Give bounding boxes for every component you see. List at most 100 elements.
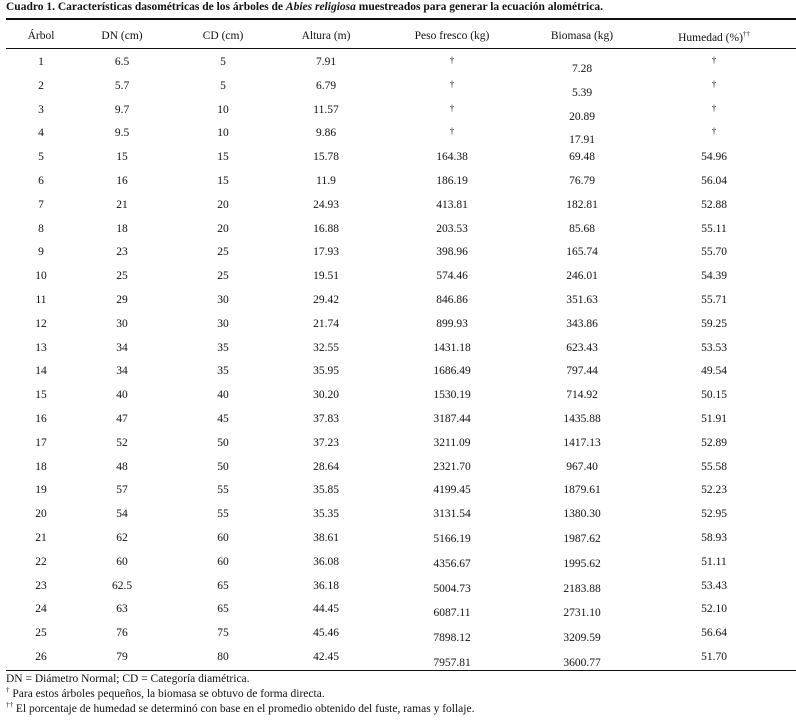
cell-arbol: 17 <box>35 436 47 449</box>
cell-humedad: 53.53 <box>701 341 727 354</box>
cell-biomasa: 1417.13 <box>563 436 601 449</box>
cell-cd: 20 <box>217 198 229 211</box>
cell-cd: 15 <box>217 175 229 187</box>
cell-cd: 30 <box>217 294 229 306</box>
cell-biomasa: 3209.59 <box>563 632 601 645</box>
footnote-1: † Para estos árboles pequeños, la biomas… <box>6 686 325 700</box>
cell-biomasa: 7.28 <box>571 63 593 75</box>
cell-biomasa: 1380.30 <box>563 508 601 521</box>
cell-arbol: 20 <box>35 508 47 521</box>
cell-humedad: 58.93 <box>701 532 727 544</box>
cell-peso-fresco: 203.53 <box>436 222 468 235</box>
cell-dn: 63 <box>116 603 128 616</box>
cell-altura: 35.95 <box>313 365 339 378</box>
column-header-dn: DN (cm) <box>101 30 143 42</box>
cell-peso-fresco: 4356.67 <box>433 557 471 570</box>
cell-cd: 15 <box>217 151 229 164</box>
cell-altura: 17.93 <box>313 246 339 259</box>
cell-dn: 79 <box>116 651 128 663</box>
cell-dn: 62 <box>116 532 128 544</box>
cell-arbol: 13 <box>35 341 47 354</box>
cell-peso-fresco: 5166.19 <box>433 533 471 545</box>
cell-altura: 9.86 <box>315 127 337 140</box>
cell-peso-fresco: 574.46 <box>436 270 468 283</box>
header-rule <box>6 48 796 49</box>
cell-peso-fresco: † <box>449 55 455 65</box>
cell-biomasa: 165.74 <box>566 246 598 259</box>
cell-arbol: 10 <box>35 270 47 283</box>
column-header-cd: CD (cm) <box>202 30 244 42</box>
cell-humedad: 55.58 <box>701 460 727 473</box>
cell-arbol: 9 <box>38 246 44 259</box>
cell-peso-fresco: 3211.09 <box>433 436 471 449</box>
cell-arbol: 3 <box>38 103 44 116</box>
cell-peso-fresco: 413.81 <box>436 198 468 211</box>
cell-biomasa: 2183.88 <box>563 582 601 595</box>
cell-cd: 25 <box>217 246 229 259</box>
cell-altura: 35.85 <box>313 484 339 497</box>
cell-peso-fresco: 5004.73 <box>433 582 471 595</box>
cell-peso-fresco: 846.86 <box>436 294 468 306</box>
cell-humedad: 52.95 <box>701 508 727 521</box>
cell-arbol: 7 <box>38 198 44 211</box>
cell-humedad: † <box>711 102 717 113</box>
cell-altura: 21.74 <box>313 317 339 330</box>
cell-dn: 15 <box>116 151 128 164</box>
cell-altura: 11.57 <box>313 103 339 116</box>
cell-peso-fresco: † <box>449 78 455 89</box>
cell-biomasa: 20.89 <box>569 110 595 123</box>
cell-biomasa: 17.91 <box>569 134 595 147</box>
cell-humedad: 55.71 <box>701 294 727 306</box>
cell-altura: 24.93 <box>313 198 339 211</box>
cell-biomasa: 76.79 <box>569 175 595 187</box>
footnote-2: †† El porcentaje de humedad se determinó… <box>6 701 475 715</box>
cell-dn: 34 <box>116 365 128 378</box>
cell-humedad: 56.64 <box>701 627 727 640</box>
cell-dn: 21 <box>116 198 128 211</box>
column-header-humedad: Humedad (%)†† <box>678 30 750 44</box>
cell-dn: 57 <box>116 484 128 497</box>
cell-arbol: 11 <box>35 294 47 306</box>
cell-peso-fresco: 1431.18 <box>433 341 471 354</box>
cell-peso-fresco: 7957.81 <box>433 657 471 669</box>
cell-arbol: 25 <box>35 627 47 640</box>
cell-arbol: 15 <box>35 389 47 402</box>
cell-cd: 60 <box>217 532 229 544</box>
top-rule <box>6 18 796 20</box>
cell-cd: 10 <box>217 103 229 116</box>
cell-peso-fresco: 164.38 <box>436 151 468 164</box>
cell-humedad: † <box>711 78 717 89</box>
cell-peso-fresco: 1530.19 <box>433 389 471 402</box>
cell-dn: 60 <box>116 555 128 568</box>
cell-cd: 35 <box>217 341 229 354</box>
cell-biomasa: 797.44 <box>566 365 598 378</box>
cell-altura: 32.55 <box>313 341 339 354</box>
cell-arbol: 26 <box>35 651 47 663</box>
cell-biomasa: 5.39 <box>571 86 593 99</box>
cell-altura: 44.45 <box>313 603 339 616</box>
cell-biomasa: 1435.88 <box>563 413 601 425</box>
cell-altura: 36.18 <box>313 579 339 592</box>
cell-humedad: † <box>711 126 717 137</box>
cell-cd: 40 <box>217 389 229 402</box>
cell-arbol: 5 <box>38 151 44 164</box>
cell-altura: 11.9 <box>316 175 336 187</box>
species-name: Abies religiosa <box>285 1 356 13</box>
cell-humedad: 49.54 <box>701 365 727 378</box>
cell-humedad: † <box>711 55 717 65</box>
cell-biomasa: 351.63 <box>566 294 598 306</box>
cell-biomasa: 714.92 <box>566 389 598 402</box>
cell-dn: 52 <box>116 436 128 449</box>
cell-altura: 30.20 <box>313 389 339 402</box>
cell-arbol: 2 <box>38 79 44 92</box>
cell-altura: 35.35 <box>313 508 339 521</box>
cell-arbol: 8 <box>38 222 44 235</box>
cell-arbol: 23 <box>35 579 47 592</box>
cell-dn: 34 <box>116 341 128 354</box>
cell-peso-fresco: 1686.49 <box>433 365 471 378</box>
cell-dn: 16 <box>116 175 128 187</box>
cell-arbol: 12 <box>35 317 47 330</box>
cell-humedad: 51.91 <box>701 413 727 425</box>
cell-humedad: 59.25 <box>701 317 727 330</box>
cell-humedad: 55.70 <box>701 246 727 259</box>
